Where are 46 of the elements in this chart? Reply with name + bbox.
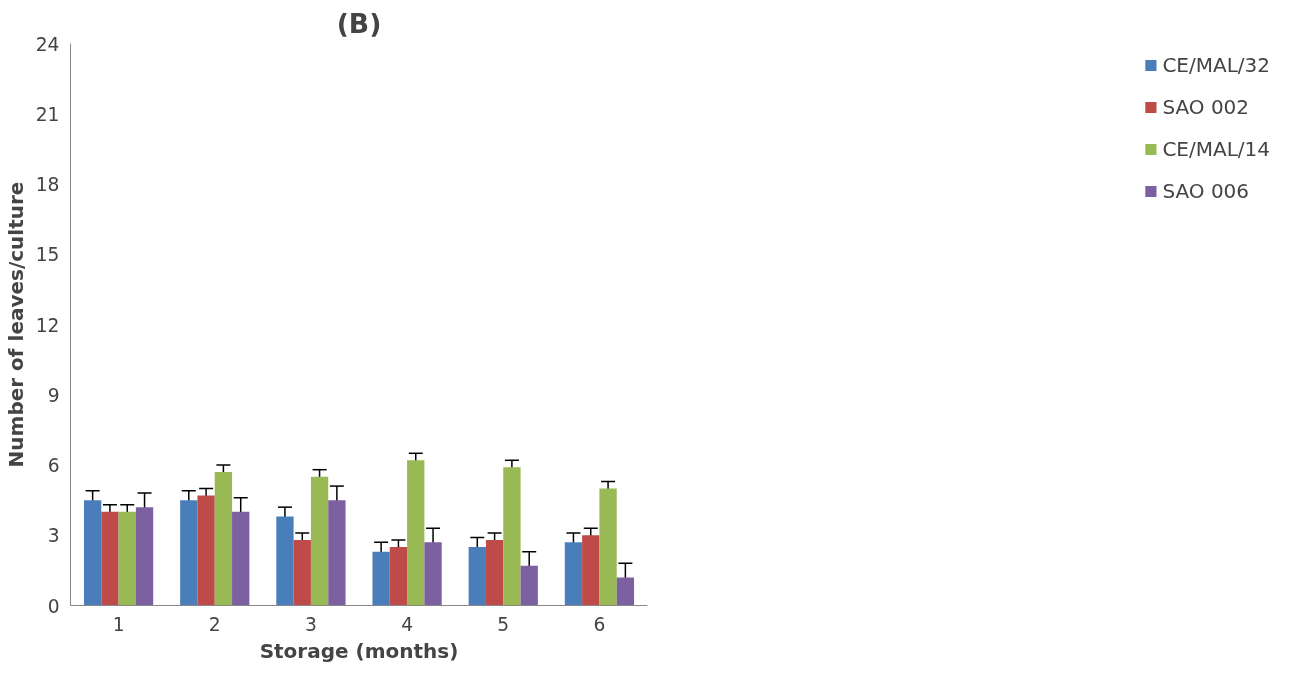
- y-tick-label: 21: [35, 103, 60, 125]
- bar: [101, 511, 119, 606]
- x-axis-title: Storage (months): [259, 638, 459, 663]
- bar: [310, 476, 329, 606]
- bar: [389, 546, 408, 606]
- x-tick-label: 2: [208, 613, 221, 635]
- legend-label: CE/MAL/14: [1162, 137, 1270, 161]
- bar: [197, 495, 215, 606]
- y-tick-label: 24: [35, 33, 60, 55]
- bar: [83, 500, 102, 606]
- y-tick-label: 0: [47, 595, 60, 617]
- bar: [599, 488, 617, 606]
- x-tick-label: 6: [593, 613, 606, 635]
- bar: [293, 539, 311, 606]
- bar: [372, 551, 390, 606]
- bar: [503, 467, 521, 606]
- bar: [135, 507, 154, 606]
- y-tick-label: 15: [35, 244, 60, 266]
- bar: [564, 542, 583, 606]
- y-tick-label: 6: [47, 455, 60, 476]
- bar: [328, 500, 346, 606]
- y-tick-label: 12: [35, 314, 60, 336]
- bar: [582, 535, 600, 606]
- x-tick-label: 4: [401, 613, 414, 635]
- y-tick-label: 18: [35, 174, 60, 195]
- y-tick-label: 3: [47, 525, 60, 547]
- y-tick-label: 9: [47, 384, 60, 406]
- bar: [407, 460, 425, 606]
- bar: [424, 542, 442, 606]
- x-tick-label: 5: [497, 613, 510, 635]
- bar: [616, 577, 635, 606]
- bar: [180, 500, 198, 606]
- x-tick-label: 3: [304, 613, 317, 635]
- x-tick-label: 1: [112, 613, 125, 635]
- y-axis-title: Number of leaves/culture: [3, 181, 28, 468]
- bar: [276, 516, 294, 606]
- legend-label: SAO 002: [1162, 95, 1250, 119]
- bar: [214, 472, 233, 606]
- bar: [118, 511, 136, 606]
- bar: [232, 511, 250, 606]
- legend-label: SAO 006: [1162, 179, 1250, 203]
- bar: [468, 546, 486, 606]
- bar: [520, 565, 538, 606]
- chart-title: (B): [336, 7, 382, 39]
- legend-label: CE/MAL/32: [1162, 53, 1270, 77]
- bar: [485, 539, 504, 606]
